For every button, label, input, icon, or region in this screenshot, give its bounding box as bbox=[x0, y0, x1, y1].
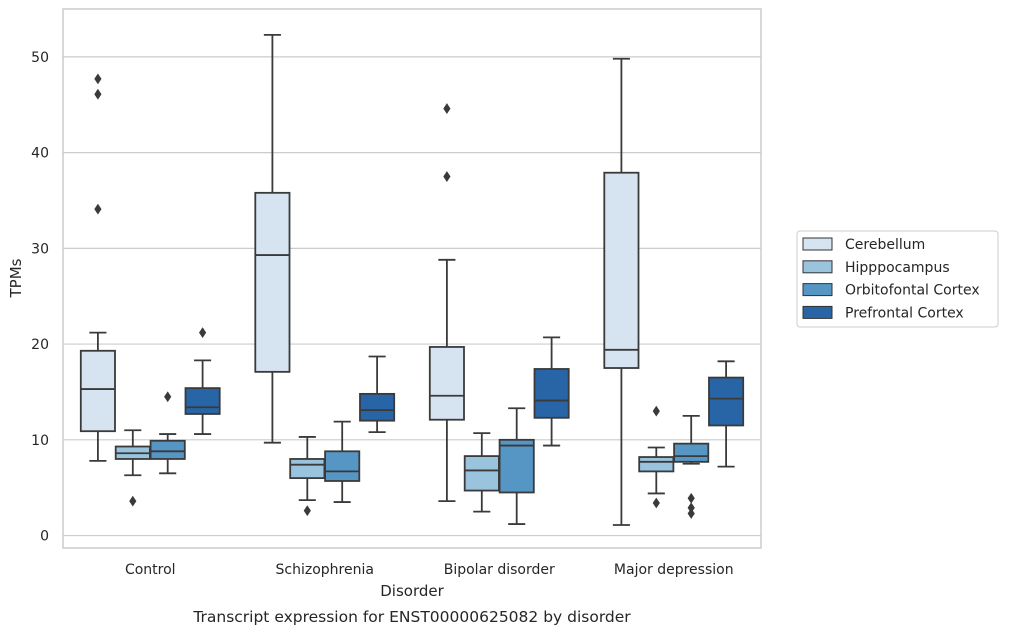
x-tick-label-schizophrenia: Schizophrenia bbox=[276, 562, 374, 578]
box-bipolar-disorder-prefrontal-cortex bbox=[533, 336, 570, 447]
box-body bbox=[359, 392, 396, 422]
box-schizophrenia-prefrontal-cortex bbox=[359, 355, 396, 434]
outlier-point bbox=[303, 505, 311, 517]
box-major-depression-hipppocampus bbox=[638, 405, 675, 509]
box-body bbox=[533, 368, 570, 419]
grid-lines bbox=[63, 56, 761, 537]
box-body bbox=[289, 458, 326, 480]
legend-swatch-orbitofontal-cortex bbox=[802, 283, 833, 297]
legend: Cerebellum Hipppocampus Orbitofontal Corte… bbox=[796, 230, 999, 328]
box-body bbox=[254, 191, 291, 373]
legend-frame bbox=[796, 230, 999, 328]
y-tick-label-30: 30 bbox=[31, 241, 49, 257]
outlier-point bbox=[687, 508, 695, 519]
box-major-depression-orbitofontal-cortex bbox=[673, 414, 710, 519]
outlier-point bbox=[687, 502, 695, 514]
x-tick-label-bipolar-disorder: Bipolar disorder bbox=[444, 562, 555, 578]
chart-caption: Transcript expression for ENST0000062508… bbox=[192, 608, 631, 626]
box-bipolar-disorder-hipppocampus bbox=[463, 432, 500, 513]
outlier-point bbox=[94, 203, 102, 215]
legend-swatch-hipppocampus bbox=[802, 260, 833, 274]
box-bipolar-disorder-cerebellum bbox=[428, 103, 465, 502]
outlier-point bbox=[443, 171, 451, 182]
legend-label-cerebellum: Cerebellum bbox=[845, 237, 925, 253]
legend-label-prefrontal-cortex: Prefrontal Cortex bbox=[845, 305, 964, 321]
box-major-depression-cerebellum bbox=[603, 57, 640, 526]
y-tick-label-40: 40 bbox=[31, 146, 49, 162]
box-body bbox=[79, 349, 116, 433]
box-bipolar-disorder-orbitofontal-cortex bbox=[498, 407, 535, 525]
box-plot-series bbox=[79, 33, 745, 526]
y-tick-label-10: 10 bbox=[31, 433, 49, 449]
outlier-point bbox=[687, 492, 695, 504]
box-body bbox=[149, 439, 186, 460]
outlier-point bbox=[94, 88, 102, 100]
y-axis-title: TPMs bbox=[7, 258, 25, 298]
box-control-hipppocampus bbox=[114, 429, 151, 507]
box-body bbox=[428, 346, 465, 421]
box-control-orbitofontal-cortex bbox=[149, 391, 186, 475]
x-tick-label-control: Control bbox=[125, 562, 176, 578]
x-tick-label-major-depression: Major depression bbox=[614, 562, 734, 578]
outlier-point bbox=[129, 495, 137, 507]
legend-label-orbitofontal-cortex: Orbitofontal Cortex bbox=[845, 283, 980, 299]
box-body bbox=[673, 442, 710, 463]
box-schizophrenia-orbitofontal-cortex bbox=[324, 420, 361, 503]
box-body bbox=[463, 455, 500, 492]
outlier-point bbox=[164, 391, 172, 403]
outlier-point bbox=[94, 73, 102, 85]
box-major-depression-prefrontal-cortex bbox=[708, 360, 745, 468]
box-control-prefrontal-cortex bbox=[184, 327, 221, 435]
outlier-point bbox=[652, 497, 660, 509]
legend-swatch-cerebellum bbox=[802, 237, 833, 251]
x-axis-title: Disorder bbox=[380, 582, 444, 600]
y-tick-label-50: 50 bbox=[31, 50, 49, 66]
x-axis-ticks: Control Schizophrenia Bipolar disorder Majo… bbox=[125, 562, 734, 578]
outlier-point bbox=[652, 405, 660, 417]
box-schizophrenia-hipppocampus bbox=[289, 436, 326, 517]
y-axis-ticks: 0 10 20 30 40 50 bbox=[31, 50, 49, 545]
outlier-point bbox=[443, 103, 451, 114]
legend-label-hipppocampus: Hipppocampus bbox=[845, 260, 950, 276]
y-tick-label-20: 20 bbox=[31, 337, 49, 353]
legend-swatch-prefrontal-cortex bbox=[802, 305, 833, 319]
box-body bbox=[638, 456, 675, 473]
box-body bbox=[708, 376, 745, 427]
box-body bbox=[324, 450, 361, 482]
box-control-cerebellum bbox=[79, 73, 116, 462]
plot-area-frame bbox=[62, 8, 762, 549]
box-body bbox=[603, 171, 640, 369]
box-body bbox=[498, 438, 535, 494]
outlier-point bbox=[199, 327, 207, 338]
box-schizophrenia-cerebellum bbox=[254, 33, 291, 444]
box-body bbox=[184, 387, 221, 415]
legend-items: Cerebellum Hipppocampus Orbitofontal Corte… bbox=[802, 237, 980, 321]
y-tick-label-0: 0 bbox=[40, 529, 49, 545]
